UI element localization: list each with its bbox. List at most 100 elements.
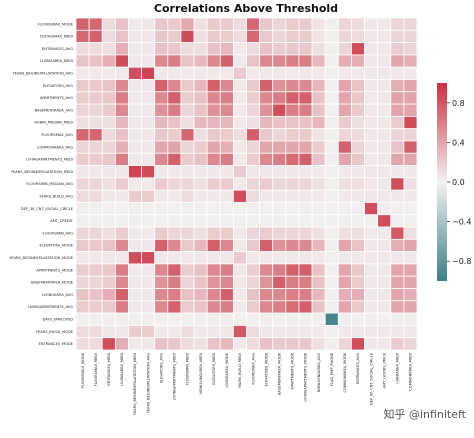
heatmap-cell [88,115,103,130]
heatmap-cell [246,263,261,277]
heatmap-cell [154,337,169,351]
row-label: APARTMENTS_AVG [40,96,73,100]
heatmap-cell [114,66,129,80]
heatmap-cell [246,115,261,130]
heatmap-cell [403,66,418,80]
heatmap-cell [364,288,379,302]
heatmap-cell [246,312,261,326]
row-label: YEARS_BUILD_AVG [39,195,73,199]
heatmap-cell [246,177,261,191]
heatmap-cell [128,140,142,154]
heatmap-cell [337,214,352,228]
heatmap-cell [272,79,287,93]
heatmap-cell [377,140,392,154]
row-label: DAYS_EMPLOYED [43,317,74,321]
heatmap-cell [114,79,129,93]
heatmap-cell [259,103,274,117]
heatmap-cell [88,189,103,203]
row-label: FLOORSMIN_MEDIAN_AVG [26,182,73,186]
heatmap-cell [219,140,234,154]
heatmap-cell [75,29,90,43]
heatmap-cell [88,214,103,228]
heatmap-cell [206,226,221,240]
heatmap-cell [259,275,274,289]
heatmap-cell [206,29,221,43]
heatmap-cell [285,275,300,289]
heatmap-cell [193,29,208,43]
column-labels: FLOORSMAX_MODE FLOORSMAX_MEDI ENTRANCES_ME… [81,352,413,415]
row-label: BASEMENTAREA_AVG [35,108,74,112]
heatmap-cell [167,103,182,117]
heatmap-cell [141,238,156,253]
heatmap-cell [337,128,352,142]
heatmap-cell [390,79,405,93]
heatmap-cell [141,177,156,191]
heatmap-cell [154,251,169,265]
heatmap-cell [141,202,156,216]
heatmap-cell [167,79,182,93]
heatmap-cell [193,189,208,203]
heatmap-cell [180,177,195,191]
heatmap-cell [272,42,287,56]
heatmap-cell [101,91,116,105]
heatmap-cell [298,91,313,105]
heatmap-cell [75,115,90,130]
heatmap-cell [101,337,116,351]
heatmap-cell [219,263,234,277]
heatmap-cell [141,140,156,154]
heatmap-cell [114,189,129,203]
heatmap-cell [101,115,116,130]
heatmap-cell [206,325,221,339]
heatmap-cell [298,42,313,56]
heatmap-cell [154,103,169,117]
heatmap-cell [128,214,142,228]
heatmap-cell [180,54,195,68]
heatmap-cell [101,226,116,240]
heatmap-cell [101,214,116,228]
heatmap-cell [311,66,326,80]
heatmap-cell [298,128,313,142]
heatmap-cell [88,29,103,43]
heatmap-cell [75,214,90,228]
heatmap-cell [193,288,208,302]
heatmap-cell [141,263,156,277]
heatmap-cell [298,214,313,228]
heatmap-cell [141,103,156,117]
heatmap-cell [272,312,287,326]
heatmap-cell [364,115,379,130]
heatmap-cell [206,79,221,93]
heatmap-cell [167,115,182,130]
heatmap-cell [324,103,339,117]
column-label: LIVINGAPARTMENTS_MEDI [173,353,177,400]
heatmap-cell [167,29,182,43]
heatmap-cell [114,325,129,339]
heatmap-cell [75,226,90,240]
heatmap-cell [88,103,103,117]
heatmap-cell [390,300,405,314]
heatmap-cell [180,29,195,43]
heatmap-cell [324,17,339,31]
heatmap-cell [88,325,103,339]
heatmap-cell [298,103,313,117]
heatmap-cell [75,202,90,216]
heatmap-cell [193,152,208,166]
heatmap-cell [272,128,287,142]
heatmap-cell [324,54,339,68]
heatmap-cell [259,238,274,253]
heatmap-cell [364,79,379,93]
heatmap-cell [285,66,300,80]
heatmap-cell [246,238,261,253]
heatmap-cell [128,251,142,265]
heatmap-cell [206,115,221,130]
heatmap-cell [206,103,221,117]
column-label: ELEVATORS_MODE [264,352,268,386]
heatmap-cell [311,29,326,43]
heatmap-cell [193,300,208,314]
heatmap-cell [219,66,234,80]
heatmap-cell [390,54,405,68]
heatmap-cell [141,312,156,326]
heatmap-cell [285,226,300,240]
colorbar-tick-label: −0.8 [452,257,471,266]
heatmap-cell [114,288,129,302]
